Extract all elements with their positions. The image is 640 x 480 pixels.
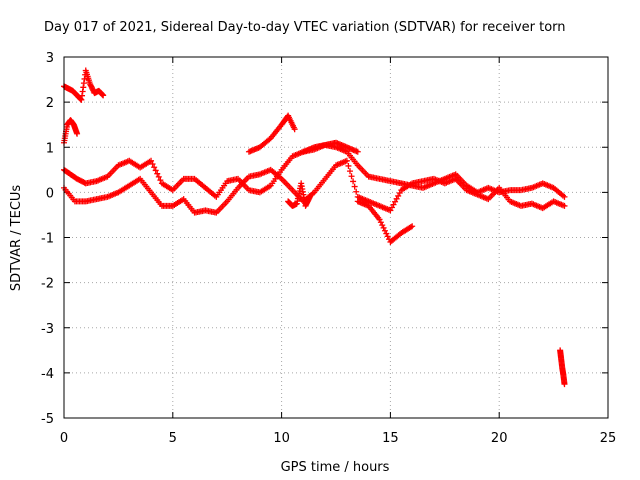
series-arc-12-14: [300, 139, 361, 155]
x-tick-labels: 0 5 10 15 20 25: [60, 431, 616, 446]
y-tick-label: -2: [41, 277, 54, 292]
y-tick-label: -1: [41, 232, 54, 247]
y-tick-label: 0: [46, 186, 54, 201]
y-tick-labels: -5 -4 -3 -2 -1 0 1 2 3: [41, 51, 54, 427]
x-tick-label: 0: [60, 431, 68, 446]
data-point: [74, 130, 81, 137]
data-point: [346, 168, 353, 175]
data-point: [381, 227, 388, 234]
plot-frame: [63, 56, 609, 419]
x-tick-label: 25: [600, 431, 617, 446]
y-tick-label: 1: [46, 141, 54, 156]
data-point: [384, 233, 391, 240]
data-point: [380, 224, 387, 231]
series-late-outlier: [557, 347, 568, 388]
data-point: [148, 157, 155, 164]
x-axis-label: GPS time / hours: [281, 460, 390, 475]
series-main-track-b: [61, 157, 568, 216]
data-point: [561, 202, 568, 209]
data-point: [152, 167, 159, 174]
y-tick-label: -5: [41, 412, 54, 427]
data-series-layer: [61, 67, 568, 388]
series-arc-8-10: [245, 112, 298, 155]
series-early-mid: [61, 117, 81, 146]
data-point: [353, 188, 360, 195]
series-early-high: [61, 67, 107, 103]
y-tick-label: -3: [41, 322, 54, 337]
data-point: [354, 148, 361, 155]
data-point: [351, 183, 358, 190]
data-point: [151, 164, 158, 171]
y-tick-label: 3: [46, 51, 54, 66]
data-point: [561, 381, 568, 388]
data-point: [100, 92, 107, 99]
data-point: [343, 157, 350, 164]
x-tick-label: 15: [382, 431, 399, 446]
data-point: [149, 161, 156, 168]
y-tick-label: 2: [46, 96, 54, 111]
data-point: [561, 193, 568, 200]
data-point: [155, 173, 162, 180]
chart-title: Day 017 of 2021, Sidereal Day-to-day VTE…: [44, 20, 566, 35]
data-point: [306, 193, 313, 200]
data-point: [379, 222, 386, 229]
x-tick-label: 5: [169, 431, 177, 446]
data-point: [157, 177, 164, 184]
x-tick-label: 20: [491, 431, 508, 446]
x-tick-label: 10: [273, 431, 290, 446]
data-point: [345, 162, 352, 169]
data-point: [348, 173, 355, 180]
y-axis-label: SDTVAR / TECUs: [9, 185, 24, 292]
grid-layer: [64, 57, 608, 418]
series-dip-14-16: [354, 198, 416, 246]
y-tick-label: -4: [41, 367, 54, 382]
data-point: [350, 178, 357, 185]
data-point: [383, 230, 390, 237]
series-dip-10-11: [285, 180, 313, 209]
data-point: [154, 170, 161, 177]
data-point: [291, 126, 298, 133]
data-point: [409, 223, 416, 230]
